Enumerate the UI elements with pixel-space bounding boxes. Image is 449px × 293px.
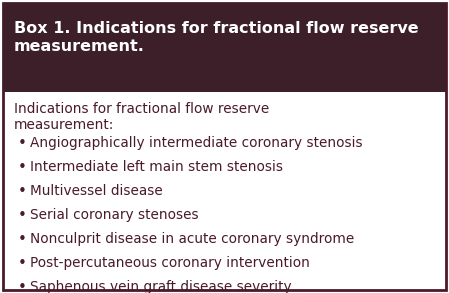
Text: •: • — [18, 208, 27, 223]
Text: measurement.: measurement. — [14, 39, 145, 54]
Text: Box 1. Indications for fractional flow reserve: Box 1. Indications for fractional flow r… — [14, 21, 418, 36]
Text: •: • — [18, 136, 27, 151]
Text: measurement:: measurement: — [14, 118, 114, 132]
Text: •: • — [18, 232, 27, 247]
Text: Serial coronary stenoses: Serial coronary stenoses — [30, 208, 198, 222]
Text: •: • — [18, 280, 27, 293]
Text: Nonculprit disease in acute coronary syndrome: Nonculprit disease in acute coronary syn… — [30, 232, 354, 246]
Text: Indications for fractional flow reserve: Indications for fractional flow reserve — [14, 102, 269, 116]
Text: •: • — [18, 184, 27, 199]
Text: Angiographically intermediate coronary stenosis: Angiographically intermediate coronary s… — [30, 136, 363, 150]
Text: Multivessel disease: Multivessel disease — [30, 184, 163, 198]
Bar — [3, 3, 446, 92]
Text: Post-percutaneous coronary intervention: Post-percutaneous coronary intervention — [30, 256, 310, 270]
Text: Saphenous vein graft disease severity: Saphenous vein graft disease severity — [30, 280, 291, 293]
Text: •: • — [18, 256, 27, 271]
Text: •: • — [18, 160, 27, 176]
Text: Intermediate left main stem stenosis: Intermediate left main stem stenosis — [30, 160, 283, 174]
